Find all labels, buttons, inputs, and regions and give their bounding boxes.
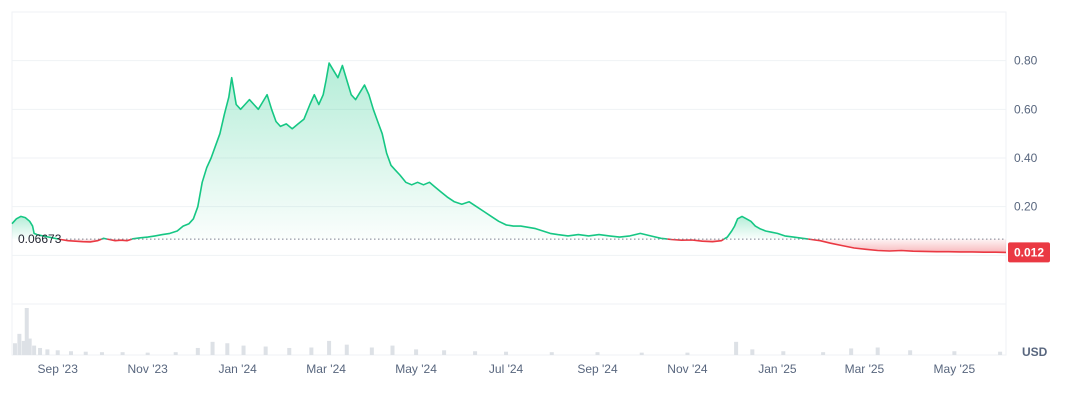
volume-bar-41 <box>952 351 957 355</box>
volume-bar-32 <box>639 352 644 355</box>
line-down-7 <box>808 238 1007 254</box>
y-tick-label-2: 0.60 <box>1014 102 1038 116</box>
volume-bar-24 <box>369 347 374 355</box>
volume-bar-23 <box>344 344 349 355</box>
x-tick-label-3: Mar '24 <box>306 362 346 376</box>
volume-bar-21 <box>309 347 314 355</box>
volume-bar-19 <box>263 346 268 355</box>
x-tick-label-7: Nov '24 <box>667 362 708 376</box>
volume-bar-35 <box>750 349 755 355</box>
volume-bar-3 <box>24 308 29 355</box>
area-down-7 <box>808 239 1006 253</box>
line-up-0 <box>11 215 59 240</box>
line-down-3 <box>107 238 133 242</box>
area-up-6 <box>724 216 809 240</box>
volume-bar-17 <box>225 343 230 355</box>
x-tick-label-9: Mar '25 <box>845 362 885 376</box>
x-axis-ticks: Sep '23 Nov '23 Jan '24 Mar '24 May '24 Jul '… <box>38 362 976 376</box>
volume-bar-11 <box>99 352 104 355</box>
volume-bar-9 <box>68 351 73 355</box>
volume-bar-16 <box>210 341 215 355</box>
volume-bar-2 <box>21 340 26 355</box>
volume-bar-8 <box>55 350 60 355</box>
volume-bar-40 <box>908 350 913 355</box>
gridlines <box>11 11 1007 356</box>
area-up-4 <box>132 63 668 240</box>
volume-bar-14 <box>173 352 178 355</box>
volume-bar-31 <box>595 352 600 355</box>
currency-unit-label: USD <box>1022 345 1048 359</box>
volume-bar-10 <box>83 351 88 355</box>
line-down-1 <box>58 238 102 243</box>
volume-bar-27 <box>442 350 447 355</box>
volume-bar-33 <box>685 352 690 355</box>
volume-bar-18 <box>241 345 246 355</box>
x-tick-label-0: Sep '23 <box>38 362 79 376</box>
area-up-0 <box>12 216 59 240</box>
volume-bar-6 <box>38 347 43 355</box>
volume-bar-36 <box>781 351 786 355</box>
volume-bar-22 <box>327 340 332 355</box>
y-axis-ticks: 0.20 0.40 0.60 0.80 <box>1014 54 1038 214</box>
volume-bar-5 <box>32 345 37 355</box>
line-up-6 <box>723 215 809 240</box>
x-tick-label-6: Sep '24 <box>577 362 618 376</box>
volume-bar-30 <box>549 352 554 355</box>
volume-bar-4 <box>27 338 32 355</box>
volume-bar-20 <box>287 347 292 355</box>
baseline-label: 0.06673 <box>18 232 62 246</box>
y-tick-label-0: 0.20 <box>1014 200 1038 214</box>
x-tick-label-2: Jan '24 <box>218 362 257 376</box>
volume-bars <box>12 308 1003 355</box>
y-tick-label-1: 0.40 <box>1014 151 1038 165</box>
volume-bar-26 <box>414 349 419 355</box>
current-price-badge: 0.012 <box>1008 242 1050 263</box>
volume-bar-29 <box>504 351 509 355</box>
volume-bar-25 <box>390 345 395 355</box>
x-tick-label-10: May '25 <box>934 362 976 376</box>
current-price-label: 0.012 <box>1014 245 1044 259</box>
line-up-4 <box>131 62 668 240</box>
volume-bar-39 <box>875 347 880 355</box>
volume-bar-15 <box>195 347 200 355</box>
volume-bar-38 <box>849 348 854 355</box>
volume-bar-37 <box>821 352 826 355</box>
volume-bar-0 <box>12 343 17 355</box>
x-tick-label-1: Nov '23 <box>128 362 169 376</box>
volume-bar-12 <box>120 352 125 355</box>
volume-bar-42 <box>998 351 1003 355</box>
volume-bar-34 <box>734 341 739 355</box>
x-tick-label-5: Jul '24 <box>489 362 524 376</box>
volume-bar-1 <box>17 333 22 355</box>
y-tick-label-3: 0.80 <box>1014 54 1038 68</box>
line-down-5 <box>667 238 725 243</box>
x-tick-label-8: Jan '25 <box>758 362 797 376</box>
volume-bar-28 <box>473 351 478 355</box>
x-tick-label-4: May '24 <box>395 362 437 376</box>
current-price-badge-bg <box>1008 242 1050 263</box>
price-line <box>11 62 1007 254</box>
volume-bar-7 <box>45 349 50 355</box>
volume-bar-13 <box>145 352 150 355</box>
